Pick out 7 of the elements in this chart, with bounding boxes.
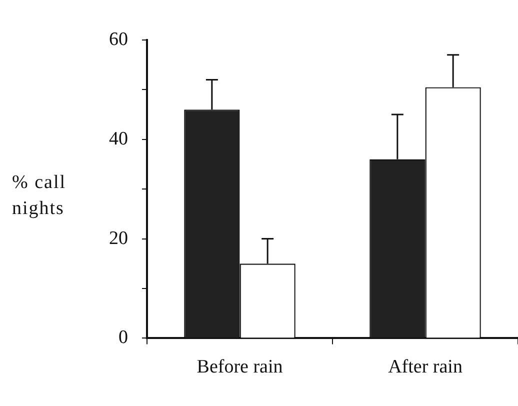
y-tick-label: 20: [109, 228, 128, 249]
x-tick-label: After rain: [388, 356, 463, 378]
y-tick-label: 0: [118, 327, 128, 348]
y-tick-label: 60: [109, 28, 128, 50]
y-tick-label: 40: [109, 128, 128, 150]
y-axis-title: % call nights: [12, 171, 68, 221]
x-tick-label: Before rain: [196, 356, 284, 378]
